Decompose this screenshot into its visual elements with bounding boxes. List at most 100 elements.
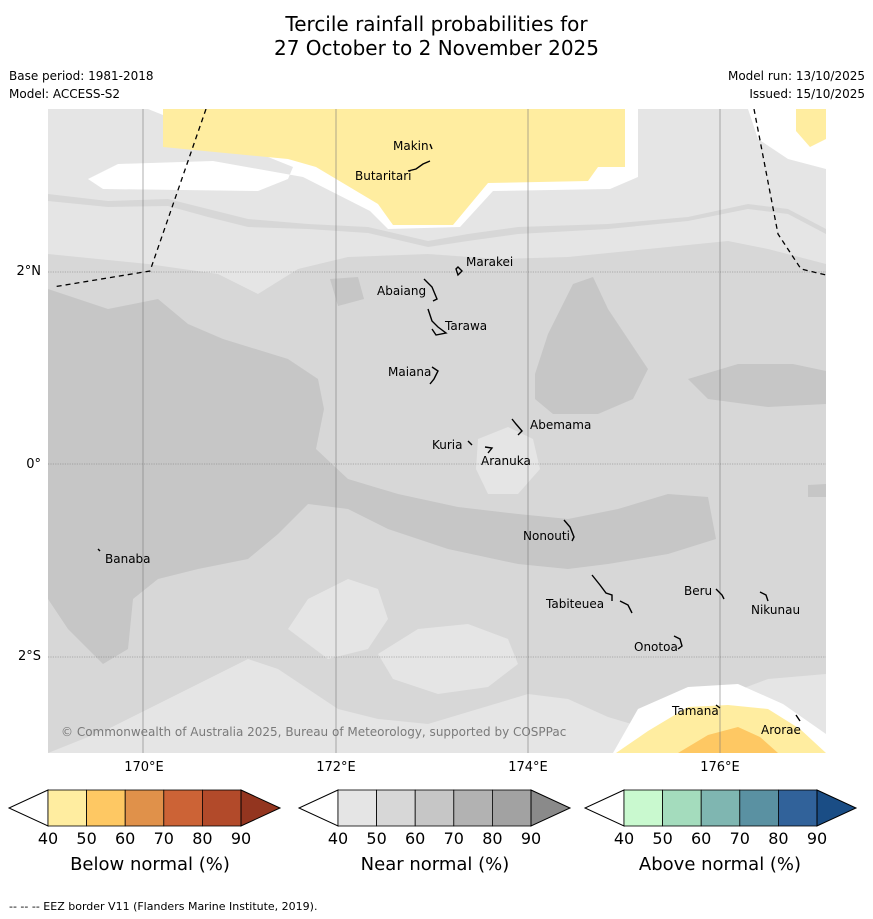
label-butaritari: Butaritari [355,169,412,183]
island-banaba [97,548,101,552]
colorbar-near-normal [297,789,572,827]
island-nonouti [563,519,575,542]
place-labels: Makin Butaritari Marakei Abaiang Tarawa … [105,139,801,737]
colorbar-tick-label: 80 [768,829,789,848]
colorbar-swatch [86,789,126,827]
below-normal-50-south [678,727,778,753]
label-beru: Beru [684,584,712,598]
near-normal-40-band [48,201,826,294]
island-tabiteuea [591,574,633,614]
colorbar-extend-low [583,789,625,827]
island-nikunau [759,591,769,602]
colorbar-extend-high [816,789,858,827]
gridlines [142,109,721,753]
model-name: Model: ACCESS-S2 [9,87,121,101]
issued-date: Issued: 15/10/2025 [749,87,865,101]
label-abaiang: Abaiang [377,284,426,298]
lat-label-2n: 2°N [16,264,42,279]
colorbar-swatch [201,789,242,827]
lat-label-2s: 2°S [17,649,41,664]
colorbar-extend-low [297,789,339,827]
island-makin [429,143,433,150]
colorbar-swatch [337,789,377,827]
colorbar-swatch [739,789,779,827]
island-marakei [455,266,463,277]
label-abemama: Abemama [530,418,591,432]
meta-right: Model run: 13/10/2025 Issued: 15/10/2025 [728,67,865,103]
colorbar-below-normal [7,789,282,827]
lat-label-0: 0° [26,457,41,472]
colorbar-tick-label: 90 [806,829,828,848]
near-normal-60-blob-far-east [688,364,826,407]
colorbar-tick-label: 70 [153,829,174,848]
lon-label-174e: 174°E [508,760,548,775]
island-kuria [467,440,473,446]
colorbar-title-below: Below normal (%) [70,854,230,875]
label-maiana: Maiana [388,365,431,379]
colorbar-tick-label: 90 [520,829,542,848]
eez-border [52,109,826,288]
label-arorae: Arorae [761,723,801,737]
label-onotoa: Onotoa [634,640,678,654]
eez-footnote: -- -- -- EEZ border V11 (Flanders Marine… [9,900,318,913]
colorbar-tick-label: 60 [405,829,426,848]
colorbar-swatch [47,789,87,827]
colorbar-title-near: Near normal (%) [360,854,510,875]
colorbar-tick-label: 70 [443,829,464,848]
colorbar-tick-label: 50 [366,829,387,848]
label-tarawa: Tarawa [444,319,487,333]
map-title: Tercile rainfall probabilities for 27 Oc… [0,12,873,60]
colorbar-tick-label: 80 [192,829,213,848]
colorbar-swatch [414,789,455,827]
colorbars [7,789,858,827]
colorbar-tick-label: 60 [691,829,712,848]
lon-label-176e: 176°E [700,760,740,775]
island-maiana [429,366,439,385]
near-normal-40-patch-south [378,624,518,694]
island-arorae [795,714,801,722]
near-normal-40-patch-mid [288,579,388,659]
model-run: Model run: 13/10/2025 [727,69,865,83]
base-period: Base period: 1981-2018 [9,69,154,83]
colorbar-swatch [662,789,702,827]
island-abaiang [423,278,438,302]
label-tabiteuea: Tabiteuea [545,597,604,611]
label-aranuka: Aranuka [481,454,531,468]
label-nonouti: Nonouti [523,529,570,543]
colorbar-tick-label: 60 [115,829,136,848]
title-line-2: 27 October to 2 November 2025 [273,36,600,60]
island-butaritari [407,160,431,172]
colorbar-swatch [163,789,203,827]
label-marakei: Marakei [466,255,513,269]
colorbar-tick-label: 40 [37,829,59,848]
island-tamana [715,704,721,709]
title-line-1: Tercile rainfall probabilities for [285,12,588,36]
copyright-notice: © Commonwealth of Australia 2025, Bureau… [61,725,566,739]
label-banaba: Banaba [105,552,151,566]
colorbar-swatch [623,789,663,827]
lon-label-172e: 172°E [316,760,356,775]
lat-gridlines [48,271,826,658]
colorbar-above-normal [583,789,858,827]
colorbar-title-above: Above normal (%) [638,854,802,875]
island-onotoa [673,635,683,650]
colorbar-extend-high [240,789,282,827]
island-beru [715,588,725,600]
meta-left: Base period: 1981-2018 Model: ACCESS-S2 [9,67,154,103]
colorbar-swatch [700,789,741,827]
map-area: Makin Butaritari Marakei Abaiang Tarawa … [48,109,826,753]
below-normal-40-north [163,109,625,225]
colorbar-tick-label: 90 [230,829,252,848]
label-nikunau: Nikunau [751,603,800,617]
island-aranuka [484,446,494,454]
colorbar-extend-high [530,789,572,827]
label-makin: Makin [393,139,429,153]
lon-label-170e: 170°E [124,760,164,775]
near-normal-60-blob-east [535,277,648,414]
below-normal-40-south [616,705,826,753]
near-normal-60-blob-abaiang [330,277,364,306]
near-normal-40-patch-aranuka [476,427,540,494]
colorbar-swatch [124,789,165,827]
colorbar-swatch [491,789,532,827]
colorbar-tick-label: 40 [613,829,635,848]
